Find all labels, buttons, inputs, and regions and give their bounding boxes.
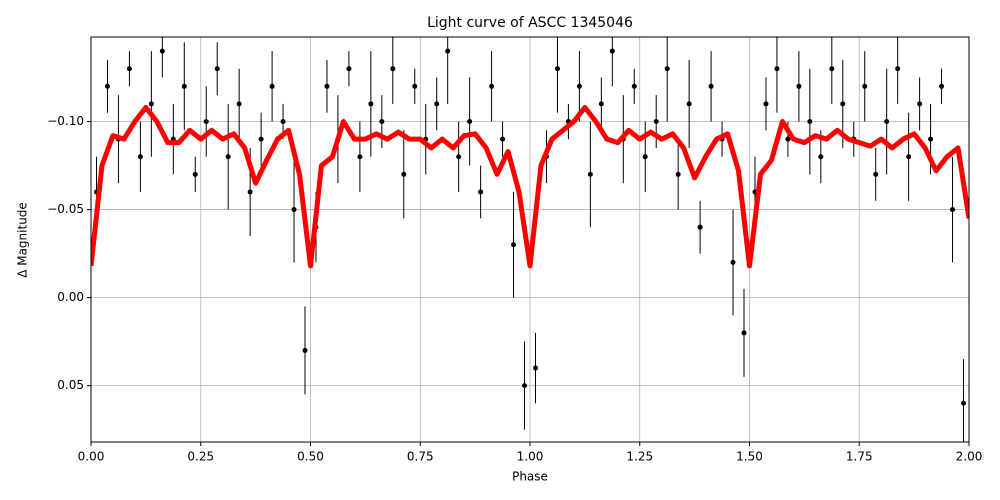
data-point [895, 66, 901, 72]
data-point [379, 119, 385, 125]
data-point [796, 83, 802, 89]
y-tick-label: −0.10 [47, 114, 84, 128]
plot-frame [90, 36, 970, 443]
data-point [675, 171, 681, 177]
plot-area [91, 37, 969, 442]
x-tick-label: 0.50 [297, 450, 324, 464]
data-point [159, 48, 165, 54]
data-point [357, 154, 363, 160]
data-point [873, 171, 879, 177]
data-point [532, 365, 538, 371]
data-point [412, 83, 418, 89]
data-point [697, 224, 703, 230]
data-point [225, 154, 231, 160]
data-point [236, 101, 242, 107]
x-tick-label: 1.75 [846, 450, 873, 464]
data-point [653, 119, 659, 125]
data-point [269, 83, 275, 89]
data-point [598, 101, 604, 107]
data-point [291, 207, 297, 213]
data-point [456, 154, 462, 160]
y-axis-label: Δ Magnitude [16, 202, 30, 278]
data-point [785, 136, 791, 142]
model-curve [91, 104, 969, 269]
y-tick-label: 0.05 [57, 378, 84, 392]
data-point [478, 189, 484, 195]
data-point [368, 101, 374, 107]
data-point [741, 330, 747, 336]
x-tick-label: 0.75 [407, 450, 434, 464]
x-tick-label: 0.00 [78, 450, 105, 464]
data-point [214, 66, 220, 72]
data-point [939, 83, 945, 89]
data-point [829, 66, 835, 72]
data-point [631, 83, 637, 89]
data-point [401, 171, 407, 177]
data-point [137, 154, 143, 160]
data-point [730, 259, 736, 265]
data-point [587, 171, 593, 177]
data-point [818, 154, 824, 160]
data-point [445, 48, 451, 54]
data-point [148, 101, 154, 107]
data-point [686, 101, 692, 107]
x-axis-label: Phase [512, 470, 548, 484]
data-point [522, 383, 528, 389]
data-point [884, 119, 890, 125]
x-tick-label: 0.25 [187, 450, 214, 464]
data-point [181, 83, 187, 89]
data-point [928, 136, 934, 142]
data-point [862, 83, 868, 89]
data-point [906, 154, 912, 160]
data-point [500, 136, 506, 142]
data-point [302, 347, 308, 353]
data-point [807, 119, 813, 125]
data-point [774, 66, 780, 72]
data-point [950, 207, 956, 213]
data-point [642, 154, 648, 160]
x-tick-label: 1.50 [736, 450, 763, 464]
chart-title: Light curve of ASCC 1345046 [427, 15, 633, 31]
data-point [247, 189, 253, 195]
data-point [192, 171, 198, 177]
data-point [203, 119, 209, 125]
data-point [763, 101, 769, 107]
data-point [511, 242, 517, 248]
data-point [840, 101, 846, 107]
x-tick-label: 1.00 [517, 450, 544, 464]
y-tick-label: −0.05 [47, 202, 84, 216]
data-point [346, 66, 352, 72]
data-point [609, 48, 615, 54]
data-point [554, 66, 560, 72]
data-point [434, 101, 440, 107]
data-point [489, 83, 495, 89]
data-point [961, 400, 967, 406]
data-point [104, 83, 110, 89]
data-point [258, 136, 264, 142]
data-point [126, 66, 132, 72]
data-point [324, 83, 330, 89]
data-point [467, 119, 473, 125]
y-tick-label: 0.00 [57, 290, 84, 304]
data-point [917, 101, 923, 107]
data-point [576, 83, 582, 89]
x-tick-label: 2.00 [956, 450, 983, 464]
data-point [708, 83, 714, 89]
data-point [280, 119, 286, 125]
data-point [390, 66, 396, 72]
x-tick-label: 1.25 [626, 450, 653, 464]
data-point [664, 66, 670, 72]
